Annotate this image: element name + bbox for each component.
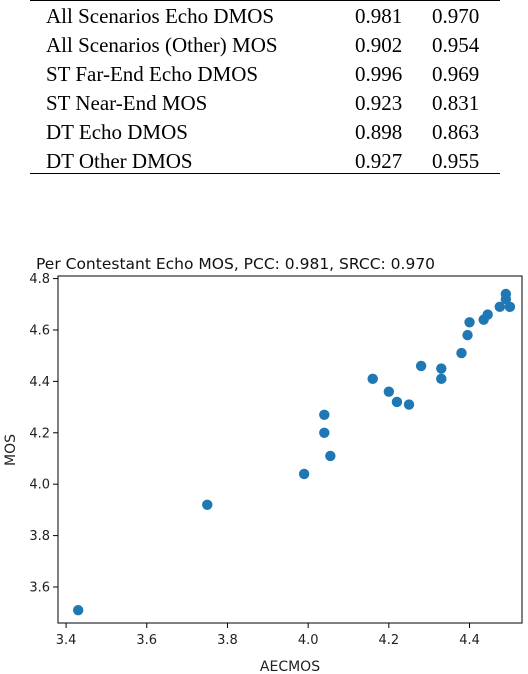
row-srcc-value: 0.863 (432, 120, 480, 144)
scatter-point (462, 329, 473, 341)
row-pcc-value: 0.898 (355, 120, 403, 144)
y-tick-label: 4.6 (29, 323, 50, 338)
x-tick-label: 3.4 (56, 633, 77, 648)
scatter-point (319, 427, 330, 438)
row-pcc-value: 0.927 (355, 149, 403, 173)
row-srcc-value: 0.831 (432, 91, 480, 115)
scatter-point (415, 360, 427, 372)
table-row: DT Echo DMOS 0.898 0.863 (30, 120, 500, 149)
y-tick-label: 3.6 (29, 581, 50, 596)
chart-title: Per Contestant Echo MOS, PCC: 0.981, SRC… (36, 255, 435, 273)
table-row: ST Near-End MOS 0.923 0.831 (30, 91, 500, 120)
x-tick-label: 3.6 (136, 633, 157, 648)
table-top-rule (30, 0, 500, 1)
row-pcc-value: 0.923 (355, 91, 403, 115)
scatter-point (72, 604, 84, 616)
plot-frame (57, 275, 523, 624)
table-row: ST Far-End Echo DMOS 0.996 0.969 (30, 62, 500, 91)
y-axis-label: MOS (3, 434, 19, 466)
scatter-point (504, 301, 516, 313)
scatter-point (319, 409, 330, 420)
scatter-point (202, 499, 213, 510)
y-tick-label: 4.4 (29, 375, 50, 390)
row-label: ST Near-End MOS (46, 91, 208, 115)
row-label: DT Other DMOS (46, 149, 193, 173)
scatter-point (403, 399, 415, 410)
y-tick-label: 3.8 (29, 529, 50, 544)
row-srcc-value: 0.954 (432, 33, 480, 57)
scatter-point (494, 301, 506, 313)
chart-marks: 3.4 3.6 3.8 4.0 4.2 4.4 3.6 3.8 4.0 4.2 4.4 4.6 4.8 (29, 272, 516, 648)
table-row: DT Other DMOS 0.927 0.955 (30, 149, 500, 178)
row-srcc-value: 0.970 (432, 4, 480, 28)
row-label: All Scenarios (Other) MOS (46, 33, 278, 57)
scatter-point (464, 317, 475, 328)
scatter-point (383, 386, 395, 397)
row-label: DT Echo DMOS (46, 120, 188, 144)
row-srcc-value: 0.969 (432, 62, 480, 86)
scatter-point (436, 373, 447, 385)
table-bottom-rule (30, 173, 500, 174)
scatter-point (456, 347, 467, 359)
y-tick-label: 4.0 (29, 478, 50, 493)
row-srcc-value: 0.955 (432, 149, 480, 173)
x-tick-label: 3.8 (217, 633, 238, 648)
row-pcc-value: 0.996 (355, 62, 403, 86)
x-tick-label: 4.2 (379, 633, 400, 648)
scatter-point (482, 309, 493, 320)
table-row: All Scenarios Echo DMOS 0.981 0.970 (30, 4, 500, 33)
scatter-point (436, 363, 447, 374)
scatter-point (367, 373, 378, 385)
y-tick-label: 4.8 (29, 272, 50, 287)
row-pcc-value: 0.981 (355, 4, 403, 28)
table-row: All Scenarios (Other) MOS 0.902 0.954 (30, 33, 500, 62)
row-label: All Scenarios Echo DMOS (46, 4, 275, 28)
x-axis-label: AECMOS (260, 659, 320, 674)
scatter-chart: Per Contestant Echo MOS, PCC: 0.981, SRC… (3, 255, 523, 674)
scatter-point (325, 450, 336, 462)
row-pcc-value: 0.902 (355, 33, 403, 57)
x-tick-label: 4.4 (459, 633, 480, 648)
scatter-point (298, 468, 310, 480)
row-label: ST Far-End Echo DMOS (46, 62, 259, 86)
y-tick-label: 4.2 (29, 426, 50, 441)
x-tick-label: 4.0 (298, 633, 319, 648)
scatter-point (391, 396, 403, 408)
scatter-point (500, 288, 512, 300)
